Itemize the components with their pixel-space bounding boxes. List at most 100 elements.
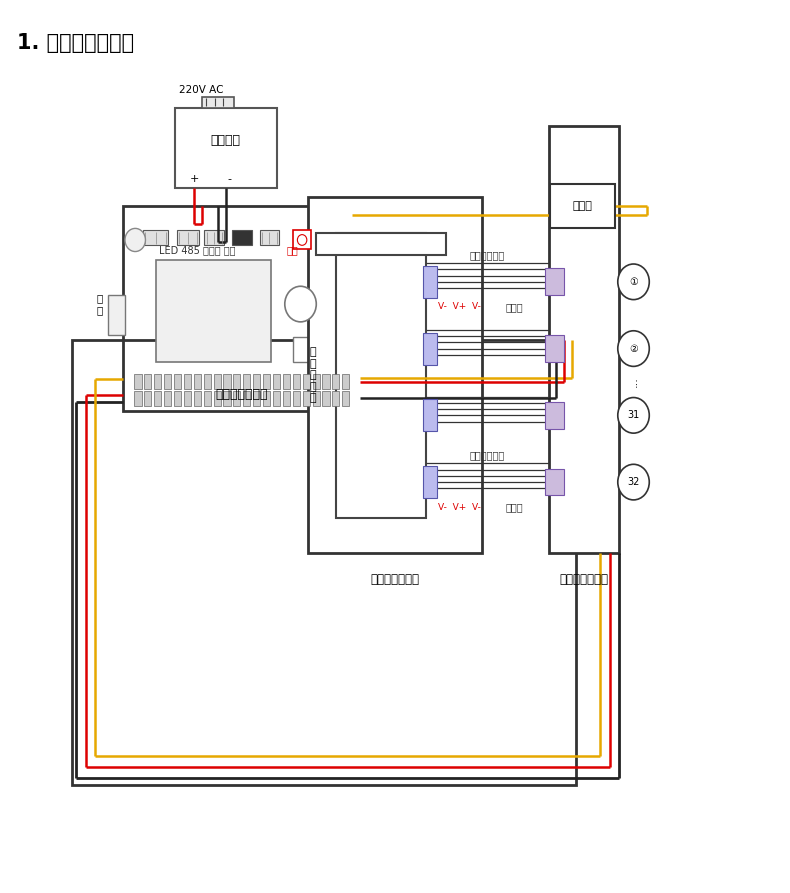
Bar	[233, 391, 240, 406]
Bar	[313, 373, 320, 388]
Bar	[423, 466, 437, 498]
Bar	[156, 260, 271, 362]
Bar	[293, 230, 310, 249]
Text: 读卡器: 读卡器	[573, 201, 592, 211]
Bar	[423, 266, 437, 298]
Text: 电梯操作盘底盒: 电梯操作盘底盒	[371, 573, 419, 586]
Bar	[202, 96, 234, 108]
Text: 电源: 电源	[286, 245, 298, 255]
Bar	[322, 391, 329, 406]
Text: -: -	[228, 174, 231, 185]
Text: 梯控电源: 梯控电源	[211, 134, 241, 146]
Circle shape	[618, 330, 649, 366]
Text: +: +	[190, 174, 199, 185]
Bar	[263, 373, 270, 388]
Bar	[174, 373, 181, 388]
Bar	[293, 373, 300, 388]
Text: 220V AC: 220V AC	[179, 85, 223, 95]
Bar	[194, 391, 201, 406]
Bar	[544, 402, 564, 429]
Text: 信号线: 信号线	[506, 302, 523, 312]
Bar	[322, 373, 329, 388]
Bar	[423, 399, 437, 431]
Bar	[273, 391, 280, 406]
Bar	[107, 296, 125, 335]
Bar	[184, 391, 191, 406]
Text: ...: ...	[629, 377, 638, 388]
Text: 信号线: 信号线	[506, 502, 523, 512]
Text: 电梯按钮操作盘: 电梯按钮操作盘	[559, 573, 608, 586]
Bar	[175, 108, 277, 188]
Bar	[283, 373, 290, 388]
Bar	[273, 373, 280, 388]
Text: 开
关: 开 关	[96, 293, 103, 315]
Circle shape	[284, 287, 316, 321]
Bar	[164, 391, 171, 406]
Bar	[213, 373, 220, 388]
Bar	[548, 126, 619, 554]
Text: ②: ②	[629, 344, 638, 354]
Bar	[342, 391, 349, 406]
Bar	[423, 332, 437, 364]
Bar	[263, 391, 270, 406]
Bar	[134, 373, 141, 388]
Bar	[550, 184, 615, 229]
Bar	[316, 233, 446, 255]
Bar	[243, 373, 250, 388]
Bar	[184, 373, 191, 388]
Bar	[303, 391, 310, 406]
Text: ①: ①	[629, 277, 638, 287]
Bar	[164, 373, 171, 388]
Circle shape	[618, 464, 649, 500]
Bar	[174, 391, 181, 406]
Text: V-  V+  V-: V- V+ V-	[438, 503, 481, 512]
Bar	[292, 337, 324, 362]
Bar	[154, 373, 161, 388]
Bar	[224, 391, 231, 406]
Bar	[544, 269, 564, 296]
Text: LED 485 主输出 消防: LED 485 主输出 消防	[159, 245, 239, 255]
Bar	[544, 335, 564, 362]
Text: V-  V+  V-: V- V+ V-	[438, 302, 481, 312]
Bar	[283, 391, 290, 406]
Circle shape	[297, 235, 307, 246]
Bar	[145, 391, 152, 406]
Bar	[143, 230, 168, 246]
Bar	[293, 391, 300, 406]
Bar	[232, 230, 252, 246]
Bar	[260, 230, 280, 246]
Bar	[123, 206, 359, 411]
Bar	[213, 391, 220, 406]
Text: 电
梯
内
选
板: 电 梯 内 选 板	[309, 347, 316, 404]
Bar	[134, 391, 141, 406]
Bar	[194, 373, 201, 388]
Bar	[333, 391, 340, 406]
Text: 31: 31	[627, 411, 640, 421]
Text: 智能梯控一体板: 智能梯控一体板	[215, 388, 268, 401]
Bar	[145, 373, 152, 388]
Bar	[333, 373, 340, 388]
Text: 32: 32	[627, 477, 640, 487]
Bar	[336, 233, 427, 518]
Circle shape	[125, 229, 145, 252]
Bar	[224, 373, 231, 388]
Circle shape	[618, 264, 649, 300]
Bar	[72, 339, 576, 785]
Bar	[233, 373, 240, 388]
Bar	[204, 373, 211, 388]
Text: 1. 梯控分层直达型: 1. 梯控分层直达型	[17, 32, 134, 53]
Text: 显示灯电源线: 显示灯电源线	[470, 450, 505, 461]
Bar	[253, 391, 260, 406]
Text: 显示灯电源线: 显示灯电源线	[470, 250, 505, 260]
Bar	[313, 391, 320, 406]
Bar	[544, 469, 564, 496]
Bar	[154, 391, 161, 406]
Bar	[303, 373, 310, 388]
Bar	[253, 373, 260, 388]
Circle shape	[618, 397, 649, 433]
Bar	[177, 230, 199, 246]
Bar	[204, 391, 211, 406]
Bar	[342, 373, 349, 388]
Bar	[205, 230, 224, 246]
Bar	[243, 391, 250, 406]
